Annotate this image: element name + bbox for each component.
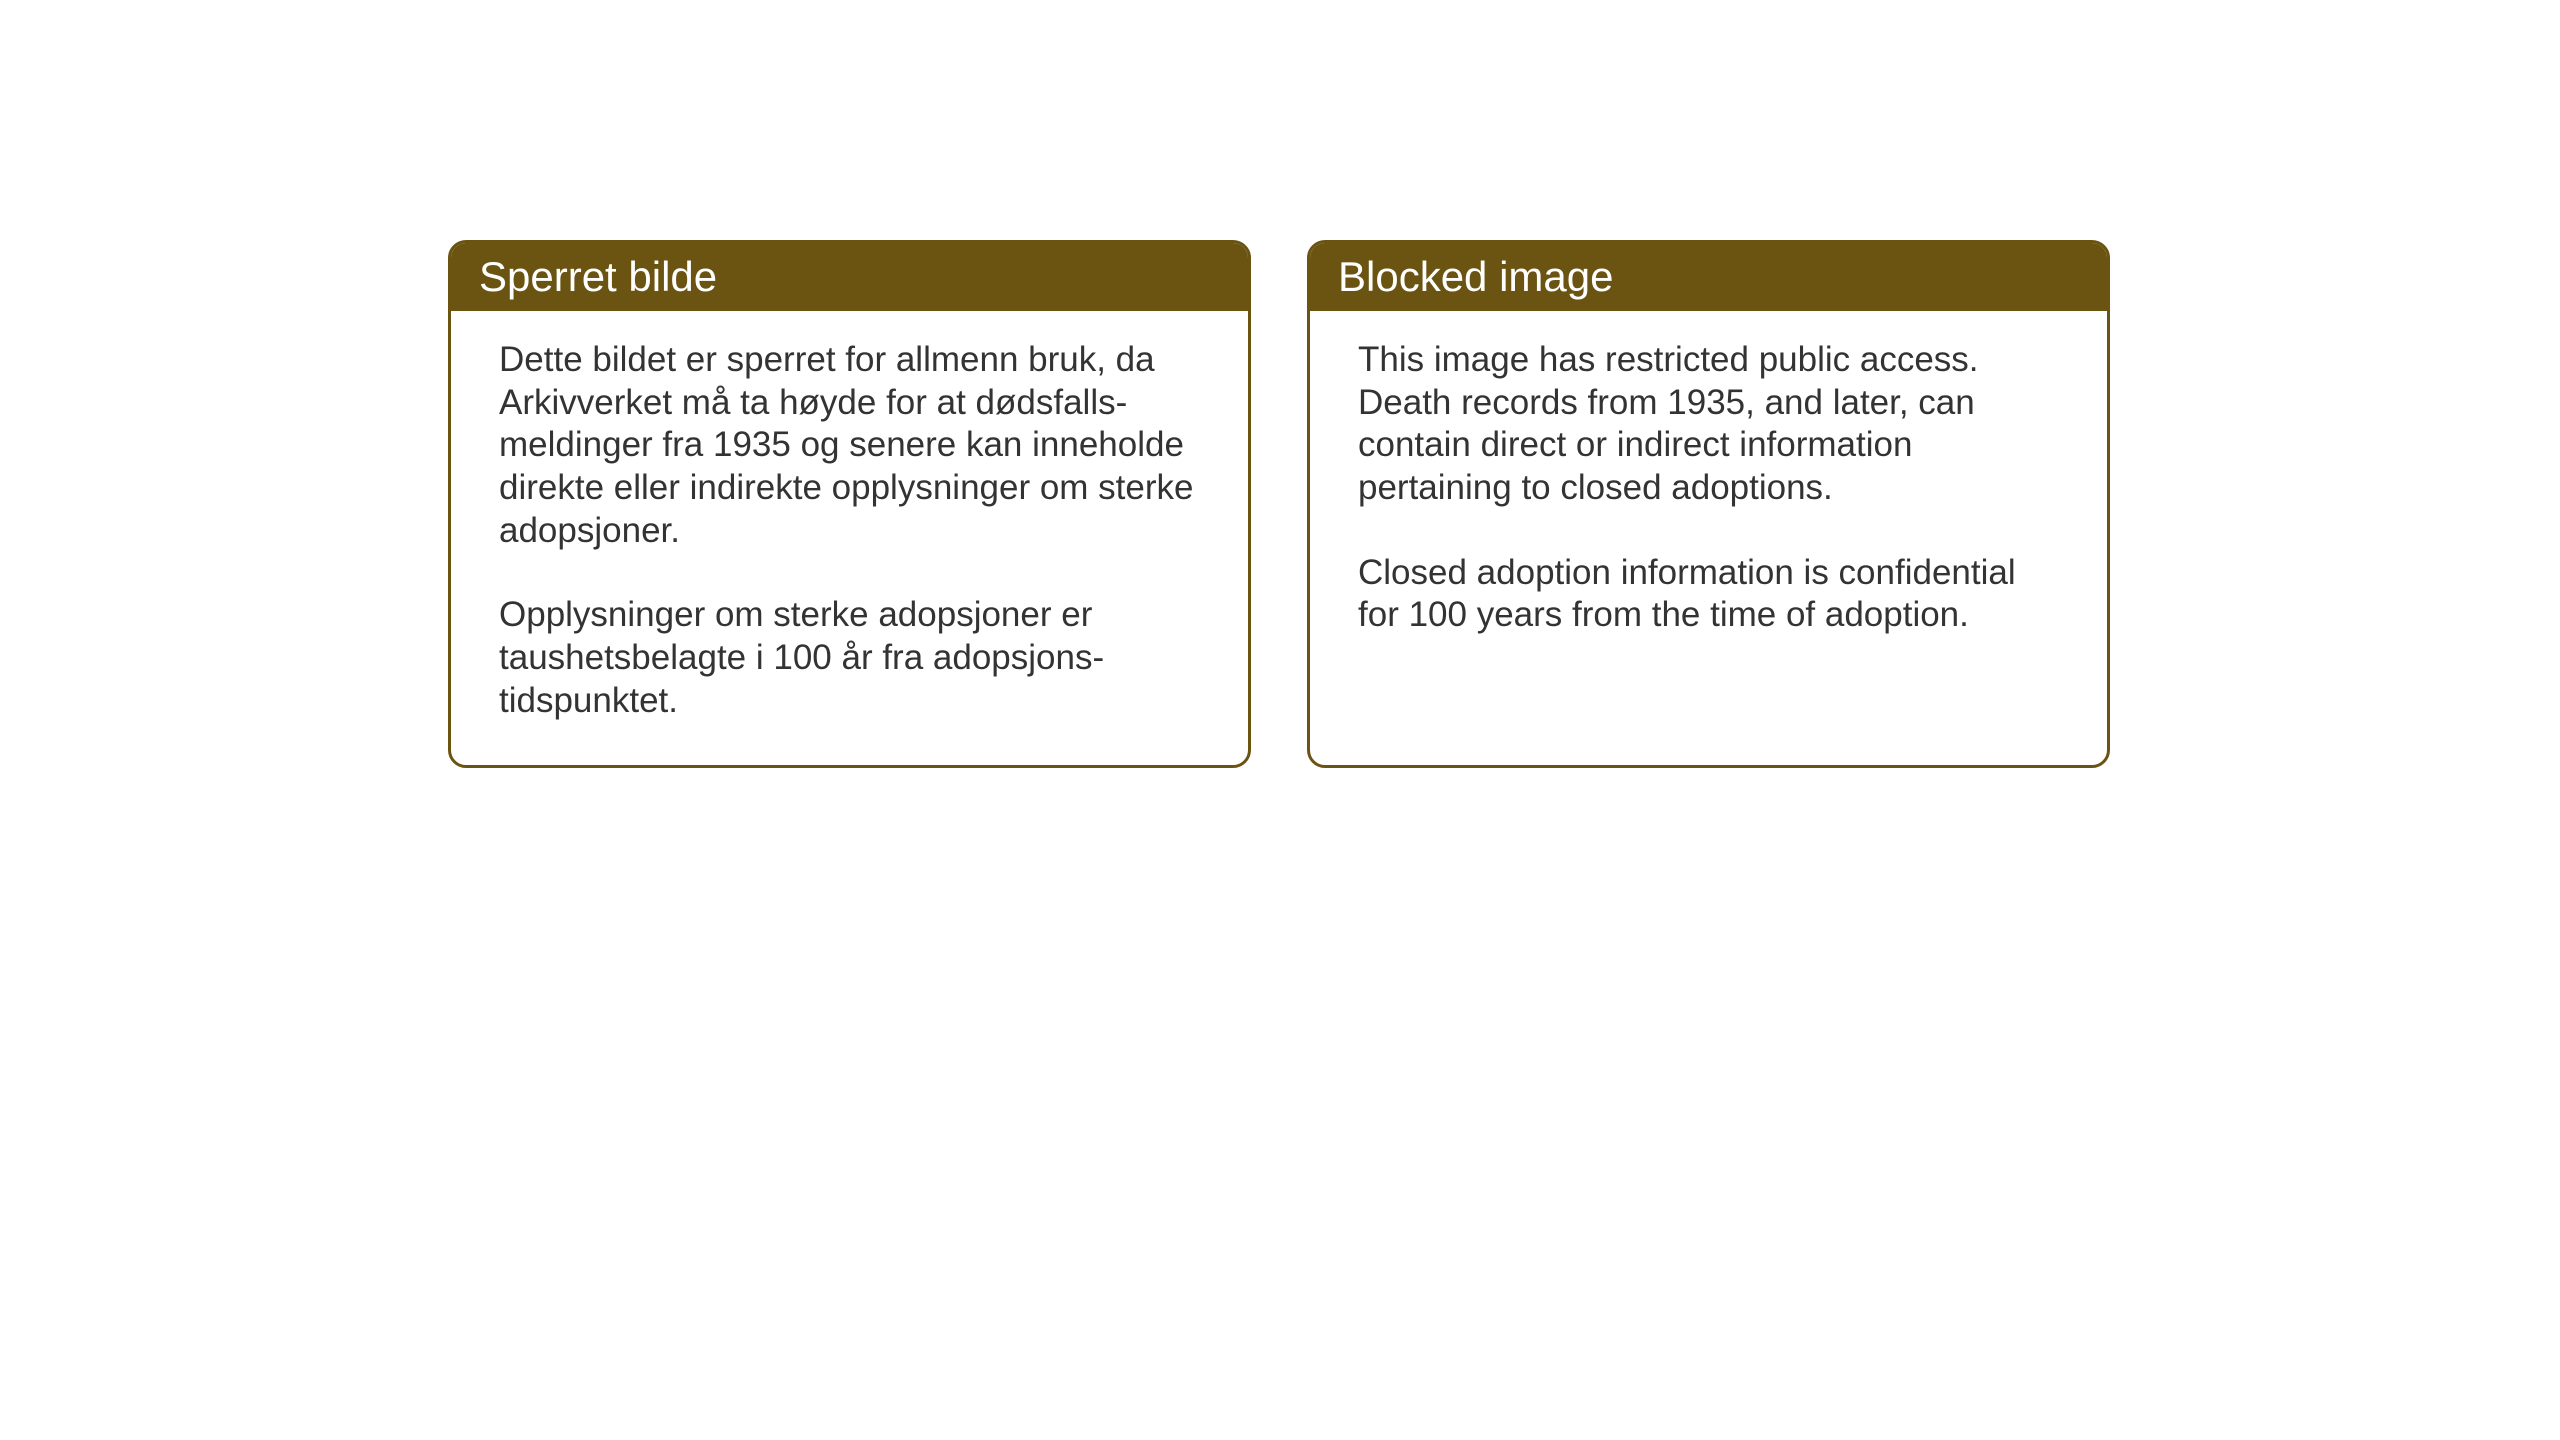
notice-header-norwegian: Sperret bilde [451,243,1248,311]
notice-container: Sperret bilde Dette bildet er sperret fo… [448,240,2110,768]
notice-body-norwegian: Dette bildet er sperret for allmenn bruk… [451,311,1248,765]
notice-paragraph-2-english: Closed adoption information is confident… [1358,552,2059,637]
notice-box-norwegian: Sperret bilde Dette bildet er sperret fo… [448,240,1251,768]
notice-paragraph-2-norwegian: Opplysninger om sterke adopsjoner er tau… [499,594,1200,722]
notice-paragraph-1-norwegian: Dette bildet er sperret for allmenn bruk… [499,339,1200,552]
notice-box-english: Blocked image This image has restricted … [1307,240,2110,768]
notice-header-english: Blocked image [1310,243,2107,311]
notice-paragraph-1-english: This image has restricted public access.… [1358,339,2059,510]
notice-body-english: This image has restricted public access.… [1310,311,2107,679]
